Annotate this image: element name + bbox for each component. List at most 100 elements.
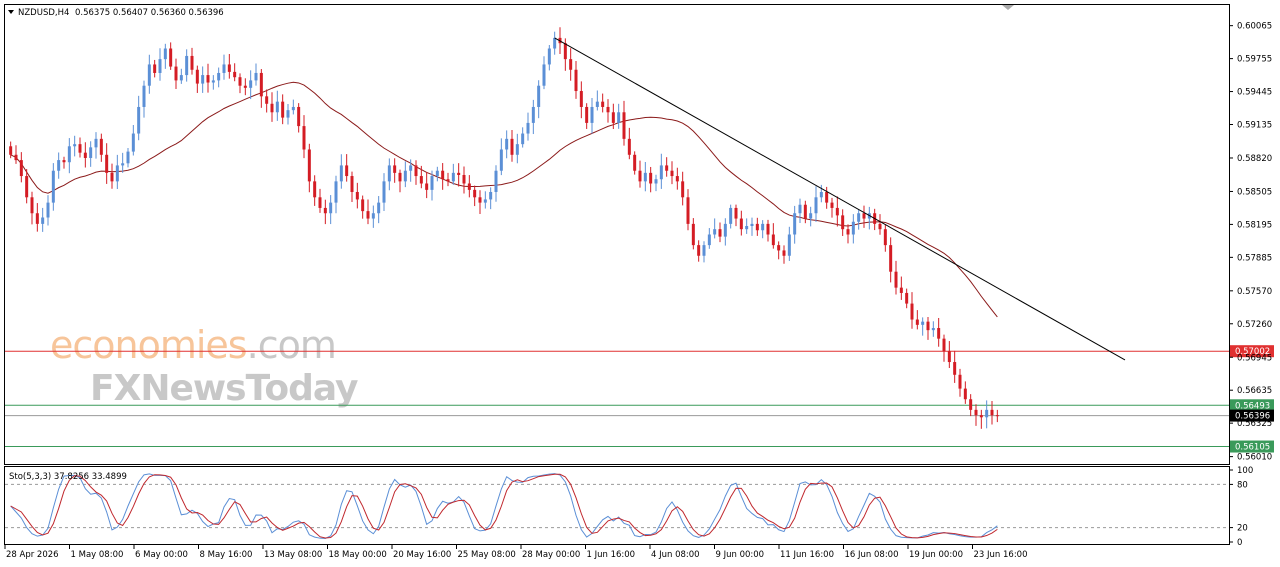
ma-line xyxy=(10,81,998,318)
candle-body xyxy=(158,59,162,73)
candle-body xyxy=(595,101,599,107)
stochastic-axis: 100 80 20 0 xyxy=(1229,466,1253,548)
chart-shift-marker[interactable] xyxy=(1002,5,1014,10)
candle-body xyxy=(398,172,402,182)
candle-body xyxy=(222,64,226,73)
candle-body xyxy=(457,172,461,175)
candle-body xyxy=(275,101,279,113)
dropdown-triangle-icon[interactable] xyxy=(8,10,14,14)
trendline[interactable] xyxy=(554,37,1126,361)
candle-body xyxy=(771,234,775,246)
price-tick-label: 0.56325 xyxy=(1237,419,1272,429)
candle-body xyxy=(419,176,423,184)
candle-body xyxy=(94,138,98,148)
ohlc-label: 0.56375 0.56407 0.56360 0.56396 xyxy=(75,8,224,18)
candle-body xyxy=(809,213,813,219)
candle-body xyxy=(9,146,13,155)
candle-body xyxy=(921,321,925,325)
candle-body xyxy=(638,170,642,182)
time-tick-label: 28 May 00:00 xyxy=(522,550,580,560)
candle-body xyxy=(302,126,306,150)
level-tag-resistance xyxy=(1230,345,1274,358)
stochastic-lines xyxy=(5,473,1229,540)
candle-body xyxy=(201,75,205,84)
candle-body xyxy=(387,165,391,182)
candle-body xyxy=(958,374,962,389)
candle-body xyxy=(649,172,653,184)
candle-body xyxy=(894,271,898,288)
candle-body xyxy=(499,149,503,171)
candle-body xyxy=(19,160,23,177)
price-tick-label: 0.58505 xyxy=(1237,187,1272,197)
candle-body xyxy=(190,55,194,70)
candle-body xyxy=(99,138,103,155)
candle-body xyxy=(259,72,263,97)
candle-body xyxy=(777,245,781,251)
candle-body xyxy=(414,165,418,177)
candle-body xyxy=(531,106,535,123)
time-tick-label: 1 May 08:00 xyxy=(71,550,124,560)
candle-body xyxy=(494,170,498,192)
price-tick-label: 0.56945 xyxy=(1237,353,1272,363)
candle-body xyxy=(238,77,242,86)
candle-body xyxy=(307,149,311,182)
candle-body xyxy=(787,234,791,256)
time-axis: 28 Apr 2026 1 May 08:00 6 May 00:00 8 May 1… xyxy=(4,545,1028,560)
candle-body xyxy=(441,170,445,180)
stoch-tick-label: 80 xyxy=(1237,480,1248,490)
stoch-main-line xyxy=(10,473,998,540)
time-tick-label: 18 May 00:00 xyxy=(329,550,387,560)
candle-body xyxy=(121,163,125,166)
stoch-signal-line xyxy=(10,473,998,539)
candle-body xyxy=(110,172,114,182)
candle-body xyxy=(505,138,509,150)
candle-body xyxy=(686,197,690,224)
price-tick-label: 0.57260 xyxy=(1237,320,1272,330)
candle-body xyxy=(622,112,626,139)
candle-body xyxy=(217,72,221,81)
candle-body xyxy=(606,106,610,113)
time-tick-label: 4 Jun 08:00 xyxy=(651,550,700,560)
stoch-tick-label: 100 xyxy=(1237,466,1253,476)
candle-body xyxy=(739,218,743,230)
price-tick-label: 0.59755 xyxy=(1237,55,1272,65)
candle-body xyxy=(403,170,407,182)
candle-body xyxy=(46,202,50,218)
candle-body xyxy=(537,85,541,107)
candle-body xyxy=(681,181,685,198)
watermark-logo: economies.com FXNewsToday xyxy=(50,323,359,409)
candle-body xyxy=(579,91,583,107)
stochastic-pane[interactable] xyxy=(4,466,1230,545)
candle-body xyxy=(243,85,247,88)
level-tag-current xyxy=(1230,409,1274,422)
candle-body xyxy=(270,103,274,113)
candle-body xyxy=(462,174,466,184)
candle-body xyxy=(542,64,546,86)
price-axis: 0.60065 0.59755 0.59445 0.59135 0.58820 0.585… xyxy=(1229,22,1272,463)
candle-body xyxy=(57,160,61,171)
price-tick-label: 0.59445 xyxy=(1237,88,1272,98)
candle-body xyxy=(105,154,109,173)
time-tick-label: 1 Jun 16:00 xyxy=(587,550,636,560)
candle-body xyxy=(899,287,903,293)
candle-body xyxy=(697,245,701,256)
price-tick-label: 0.58195 xyxy=(1237,220,1272,230)
candle-body xyxy=(563,43,567,60)
candle-body xyxy=(947,351,951,363)
candle-body xyxy=(131,133,135,152)
candle-body xyxy=(142,85,146,107)
candle-body xyxy=(366,211,370,219)
candle-body xyxy=(883,229,887,246)
candle-body xyxy=(313,181,317,198)
candle-body xyxy=(174,66,178,81)
candles xyxy=(9,27,999,429)
candle-body xyxy=(489,191,493,200)
level-tag-label: 0.57002 xyxy=(1235,347,1270,357)
candle-body xyxy=(830,202,834,208)
candle-body xyxy=(233,71,237,78)
time-tick-label: 19 Jun 00:00 xyxy=(909,550,963,560)
candle-body xyxy=(377,202,381,214)
candle-body xyxy=(371,213,375,219)
candle-body xyxy=(889,245,893,272)
